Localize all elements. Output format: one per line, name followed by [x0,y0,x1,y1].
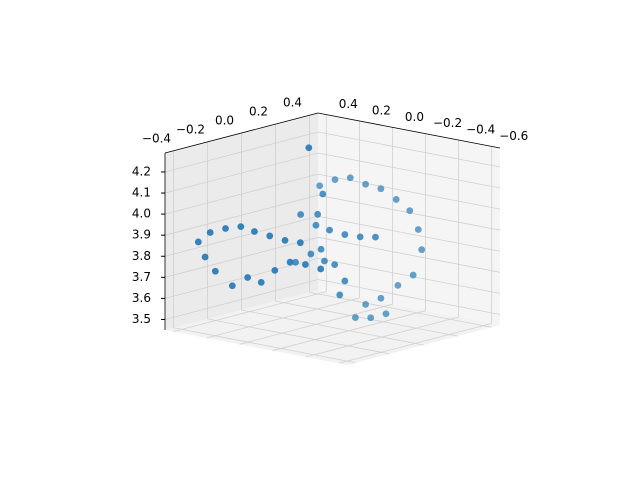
point [305,144,313,152]
grid-line [207,318,390,355]
z-tick-label: 3.9 [132,228,151,242]
grid-line [164,279,319,320]
point [409,271,417,279]
z-tick-label: 4.2 [132,164,151,178]
point [271,267,279,274]
y-tick-label: −0.6 [499,129,528,143]
point [302,261,309,268]
z-tick-label: 3.8 [132,249,151,263]
point [211,267,219,275]
grid-line [164,131,319,173]
point [307,250,315,258]
x-tick-label: 0.4 [283,96,302,110]
point [331,176,339,184]
grid-line [275,300,458,337]
grid-line [317,152,501,189]
grid-line [173,327,356,364]
point [244,274,252,281]
grid-line [317,236,501,273]
x-tick-label: −0.4 [142,131,171,145]
grid-line [241,309,424,346]
y-tick-label: 0.4 [339,97,358,111]
point [206,229,214,236]
z-tick-label: 3.7 [132,270,151,284]
point [281,236,289,244]
y-tick-label: −0.2 [433,116,462,130]
point [201,253,209,261]
y-tick-label: 0.2 [372,103,391,117]
grid-line [164,236,319,278]
point [326,226,333,234]
grid-line [317,258,501,294]
point [286,258,294,266]
point [237,223,245,231]
y-tick-label: 0.0 [405,110,424,124]
point [297,211,305,218]
point [362,180,369,188]
point [418,246,426,254]
grid-line [173,291,327,332]
z-tick-label: 3.5 [132,312,151,326]
point [362,300,369,308]
point [317,245,325,253]
point [316,182,324,190]
z-tick-label: 3.6 [132,291,151,305]
point [341,231,349,238]
grid-line [239,303,393,345]
point [406,207,414,215]
grid-line [272,310,426,352]
point [372,233,379,241]
point [414,226,422,233]
point [314,210,322,218]
point [266,232,274,240]
grid-line [317,131,501,168]
point [331,261,339,269]
point [194,238,202,246]
point [394,281,402,289]
point [351,314,359,321]
x-tick-label: 0.2 [249,105,268,119]
point [356,233,364,241]
point [251,228,258,235]
z-tick-label: 4.0 [132,207,151,221]
point [228,282,236,290]
grid-line [164,215,319,257]
point [336,291,344,299]
point [319,190,327,198]
point [377,185,385,193]
point [377,294,385,302]
point [292,258,299,266]
axis-line [317,112,501,149]
point [367,314,375,322]
point [382,310,390,318]
z-tick-label: 4.1 [132,186,151,200]
grid-line [164,258,319,299]
point [257,278,265,286]
point [222,225,229,232]
point [341,277,349,285]
point [346,174,354,182]
x-tick-label: −0.2 [176,122,205,136]
grid-line [338,323,492,364]
grid-line [305,316,459,358]
grid-line [317,215,501,252]
axis-line [164,112,319,154]
y-tick-label: −0.4 [466,123,495,137]
point [321,257,328,265]
grid-line [164,152,319,194]
point [392,196,400,203]
point [312,221,320,229]
x-tick-label: 0.0 [215,114,234,128]
point [296,239,304,247]
pane [318,113,500,325]
grid-line [206,297,360,339]
point [317,265,325,273]
grid-line [164,173,319,215]
grid-line [317,279,501,315]
grid-line [164,194,319,236]
